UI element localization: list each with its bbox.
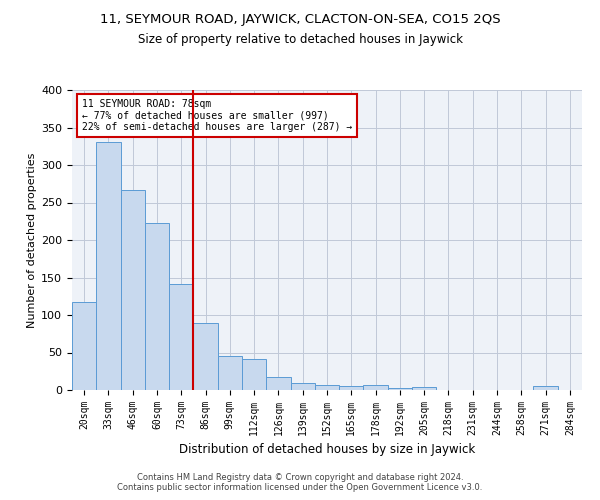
Bar bbox=[72, 302, 96, 390]
Bar bbox=[169, 284, 193, 390]
X-axis label: Distribution of detached houses by size in Jaywick: Distribution of detached houses by size … bbox=[179, 444, 475, 456]
Bar bbox=[339, 386, 364, 390]
Bar bbox=[315, 385, 339, 390]
Bar bbox=[145, 223, 169, 390]
Bar bbox=[412, 387, 436, 390]
Text: Size of property relative to detached houses in Jaywick: Size of property relative to detached ho… bbox=[137, 32, 463, 46]
Y-axis label: Number of detached properties: Number of detached properties bbox=[27, 152, 37, 328]
Bar bbox=[96, 142, 121, 390]
Bar bbox=[290, 383, 315, 390]
Bar bbox=[121, 190, 145, 390]
Bar bbox=[266, 376, 290, 390]
Bar bbox=[242, 358, 266, 390]
Bar bbox=[533, 386, 558, 390]
Text: 11, SEYMOUR ROAD, JAYWICK, CLACTON-ON-SEA, CO15 2QS: 11, SEYMOUR ROAD, JAYWICK, CLACTON-ON-SE… bbox=[100, 12, 500, 26]
Text: Contains HM Land Registry data © Crown copyright and database right 2024.: Contains HM Land Registry data © Crown c… bbox=[137, 472, 463, 482]
Bar bbox=[193, 324, 218, 390]
Bar bbox=[388, 388, 412, 390]
Bar bbox=[364, 385, 388, 390]
Bar bbox=[218, 356, 242, 390]
Text: Contains public sector information licensed under the Open Government Licence v3: Contains public sector information licen… bbox=[118, 484, 482, 492]
Text: 11 SEYMOUR ROAD: 78sqm
← 77% of detached houses are smaller (997)
22% of semi-de: 11 SEYMOUR ROAD: 78sqm ← 77% of detached… bbox=[82, 99, 352, 132]
